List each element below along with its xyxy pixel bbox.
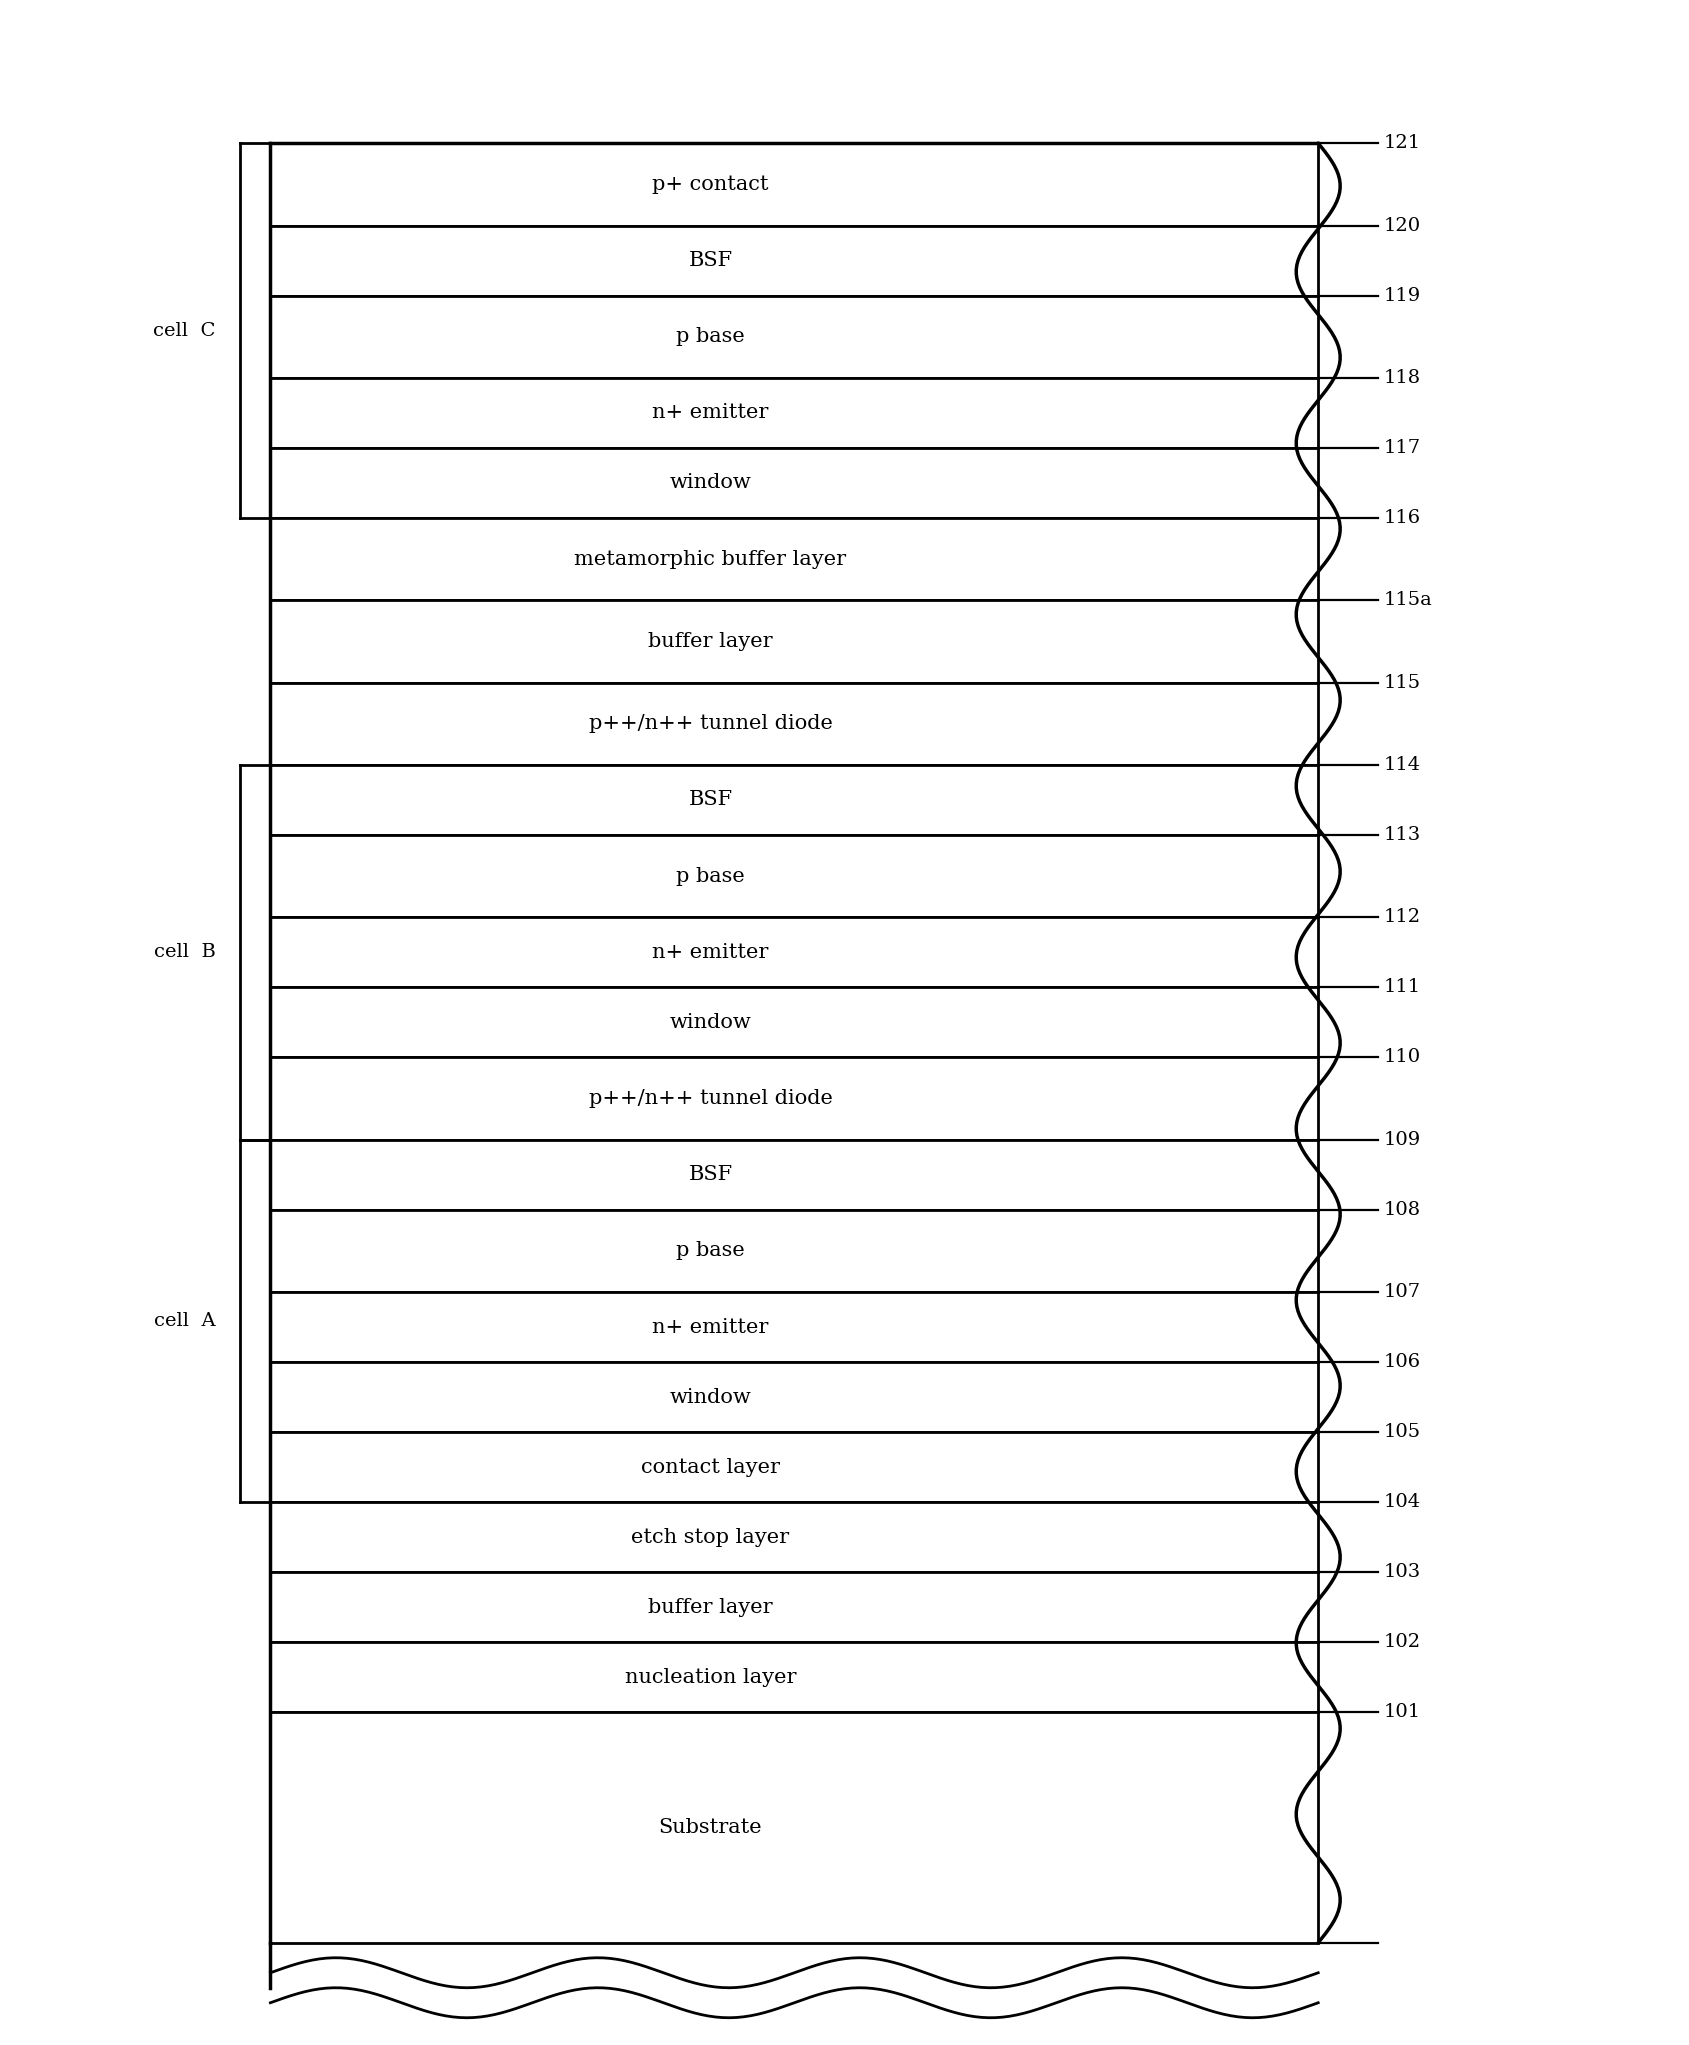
- Bar: [270, 1573, 1317, 1642]
- Text: 109: 109: [1382, 1131, 1420, 1149]
- Text: contact layer: contact layer: [640, 1458, 780, 1476]
- Text: 112: 112: [1382, 908, 1419, 926]
- Text: 117: 117: [1382, 440, 1419, 456]
- Text: 121: 121: [1382, 135, 1419, 151]
- Text: window: window: [669, 1012, 752, 1033]
- Text: p++/n++ tunnel diode: p++/n++ tunnel diode: [588, 1090, 833, 1108]
- Bar: [270, 834, 1317, 918]
- Text: 105: 105: [1382, 1423, 1419, 1442]
- Text: BSF: BSF: [687, 252, 731, 270]
- Text: 113: 113: [1382, 826, 1420, 845]
- Text: 119: 119: [1382, 286, 1420, 305]
- Text: p base: p base: [676, 327, 745, 346]
- Text: 106: 106: [1382, 1354, 1419, 1370]
- Text: 116: 116: [1382, 509, 1419, 528]
- Bar: [270, 765, 1317, 834]
- Bar: [270, 1362, 1317, 1431]
- Text: 110: 110: [1382, 1049, 1419, 1065]
- Bar: [270, 448, 1317, 517]
- Text: Substrate: Substrate: [659, 1818, 762, 1836]
- Text: n+ emitter: n+ emitter: [652, 403, 768, 423]
- Text: metamorphic buffer layer: metamorphic buffer layer: [574, 550, 846, 569]
- Text: buffer layer: buffer layer: [649, 1597, 772, 1618]
- Text: 104: 104: [1382, 1493, 1419, 1511]
- Text: 115: 115: [1382, 673, 1419, 691]
- Text: 101: 101: [1382, 1703, 1419, 1722]
- Text: 107: 107: [1382, 1282, 1419, 1301]
- Text: BSF: BSF: [687, 1166, 731, 1184]
- Bar: [270, 1139, 1317, 1211]
- Bar: [270, 601, 1317, 683]
- Text: etch stop layer: etch stop layer: [632, 1528, 789, 1546]
- Text: p base: p base: [676, 1241, 745, 1260]
- Bar: [270, 1211, 1317, 1292]
- Bar: [270, 1432, 1317, 1503]
- Bar: [270, 1712, 1317, 1943]
- Text: 111: 111: [1382, 978, 1419, 996]
- Text: window: window: [669, 472, 752, 493]
- Text: 120: 120: [1382, 217, 1419, 235]
- Bar: [270, 225, 1317, 297]
- Bar: [270, 918, 1317, 988]
- Bar: [270, 1642, 1317, 1712]
- Bar: [270, 1292, 1317, 1362]
- Text: cell  A: cell A: [154, 1313, 215, 1329]
- Text: 118: 118: [1382, 368, 1419, 387]
- Text: cell  C: cell C: [154, 321, 215, 339]
- Text: p base: p base: [676, 867, 745, 885]
- Bar: [270, 683, 1317, 765]
- Bar: [270, 297, 1317, 378]
- Text: BSF: BSF: [687, 791, 731, 810]
- Bar: [270, 988, 1317, 1057]
- Bar: [270, 1057, 1317, 1139]
- Text: 102: 102: [1382, 1634, 1419, 1650]
- Text: n+ emitter: n+ emitter: [652, 943, 768, 961]
- Text: p++/n++ tunnel diode: p++/n++ tunnel diode: [588, 714, 833, 734]
- Text: nucleation layer: nucleation layer: [625, 1667, 796, 1687]
- Bar: [270, 517, 1317, 601]
- Text: 108: 108: [1382, 1200, 1419, 1219]
- Text: cell  B: cell B: [154, 943, 215, 961]
- Text: 114: 114: [1382, 757, 1419, 773]
- Text: p+ contact: p+ contact: [652, 174, 768, 194]
- Text: 115a: 115a: [1382, 591, 1431, 609]
- Bar: [270, 143, 1317, 225]
- Bar: [270, 1503, 1317, 1573]
- Bar: [270, 378, 1317, 448]
- Text: n+ emitter: n+ emitter: [652, 1317, 768, 1337]
- Text: 103: 103: [1382, 1562, 1420, 1581]
- Text: buffer layer: buffer layer: [649, 632, 772, 650]
- Text: window: window: [669, 1389, 752, 1407]
